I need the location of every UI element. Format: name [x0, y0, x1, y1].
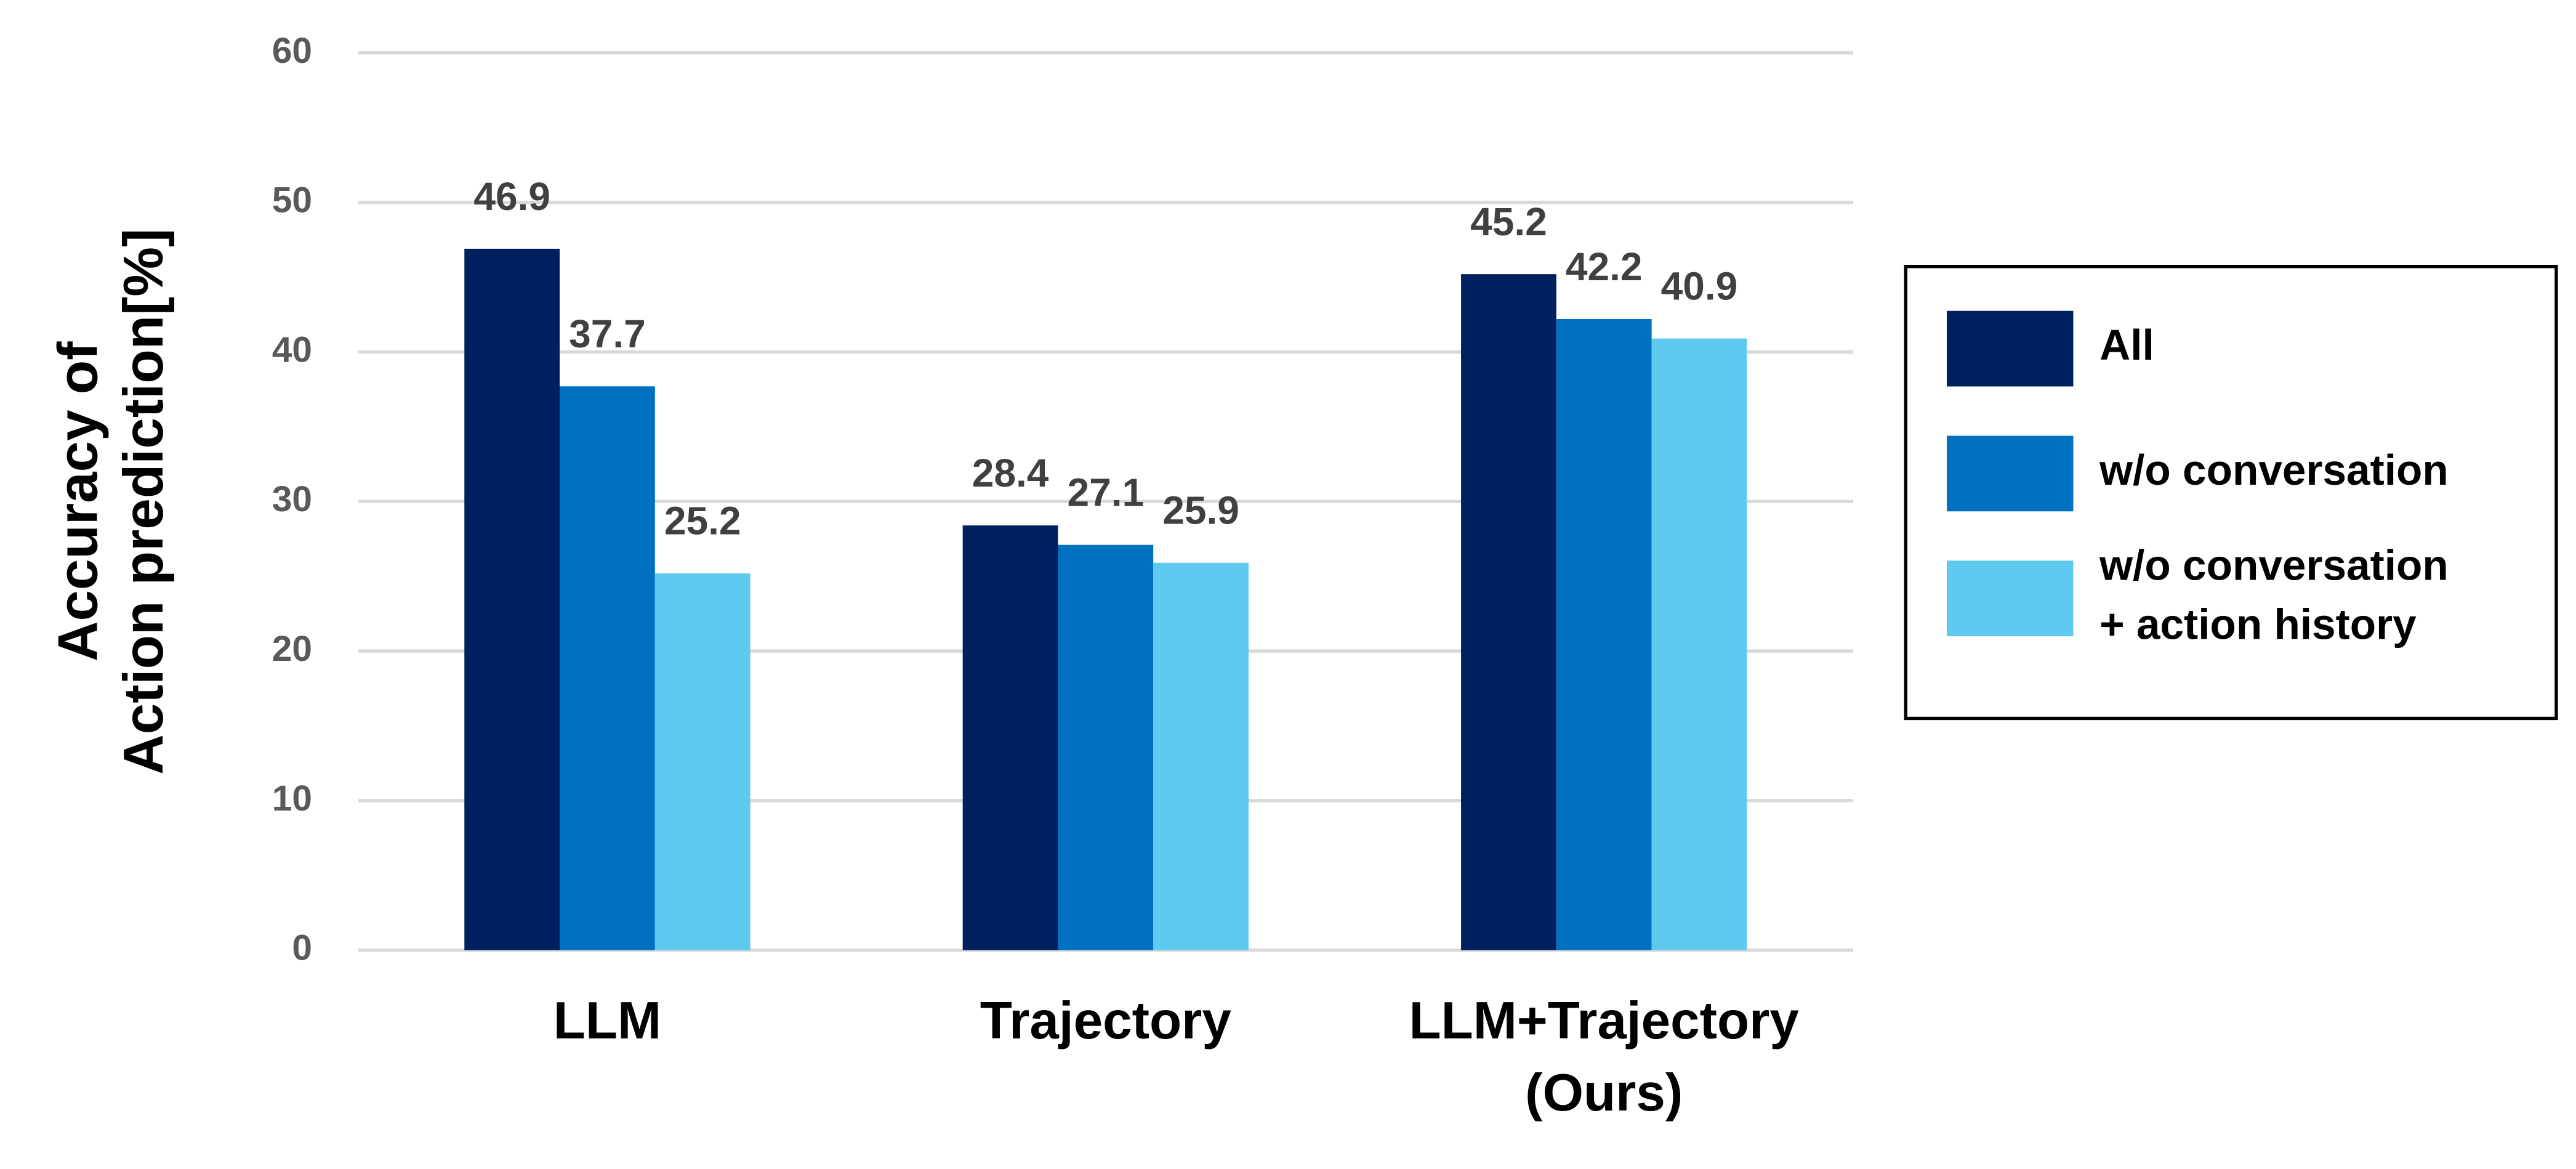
y-tick-label: 50	[272, 180, 312, 220]
value-label: 28.4	[972, 451, 1049, 495]
y-tick-label: 0	[292, 928, 312, 968]
legend-swatch	[1947, 560, 2074, 637]
x-tick-label: Trajectory	[980, 991, 1232, 1050]
bar	[464, 248, 560, 950]
y-tick-label: 60	[272, 30, 312, 70]
y-tick-label: 40	[272, 330, 312, 370]
y-tick-label: 20	[272, 629, 312, 669]
legend-label: All	[2099, 321, 2154, 369]
bar	[1153, 562, 1249, 950]
value-label: 37.7	[569, 312, 646, 356]
bar	[560, 386, 655, 950]
value-label: 46.9	[473, 174, 550, 219]
legend-label: w/o conversation	[2099, 446, 2449, 494]
value-label: 27.1	[1067, 471, 1144, 515]
y-axis-title: Accuracy of Action prediction[%]	[47, 229, 175, 775]
y-tick-label: 30	[272, 479, 312, 519]
x-tick-label: LLM+Trajectory (Ours)	[1409, 991, 1800, 1122]
legend-label: w/o conversation + action history	[2099, 541, 2449, 649]
bar	[1651, 338, 1747, 950]
bar	[654, 573, 751, 950]
bar	[962, 525, 1058, 950]
bar	[1058, 544, 1154, 950]
legend-swatch	[1947, 435, 2074, 512]
value-label: 25.9	[1162, 488, 1239, 533]
x-tick-label: LLM	[553, 991, 661, 1050]
bar	[1556, 319, 1652, 950]
legend-swatch	[1947, 310, 2074, 387]
bar	[1461, 274, 1556, 950]
value-label: 42.2	[1566, 245, 1643, 289]
value-label: 25.2	[664, 499, 741, 543]
value-label: 40.9	[1661, 264, 1738, 308]
y-tick-label: 10	[272, 778, 312, 818]
value-label: 45.2	[1470, 200, 1547, 244]
